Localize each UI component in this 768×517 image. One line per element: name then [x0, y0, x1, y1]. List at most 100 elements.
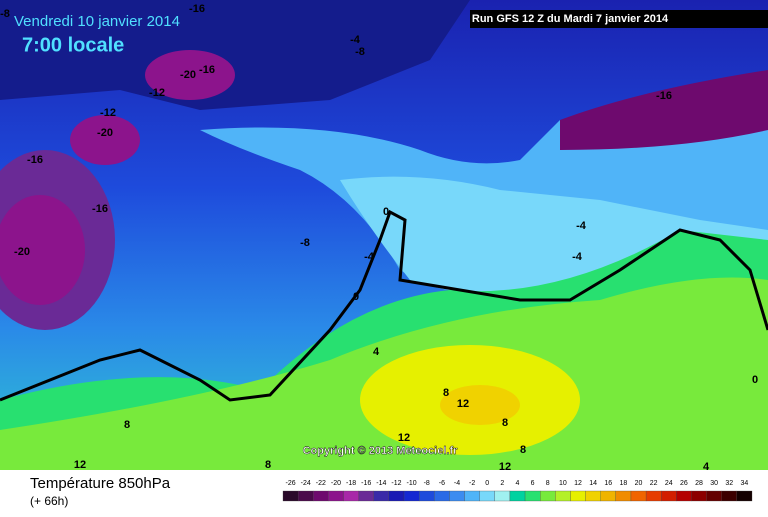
legend-label: 4: [516, 480, 520, 487]
contour-label: 0: [353, 291, 359, 303]
legend-label: 22: [650, 480, 658, 487]
contour-label: 8: [520, 444, 526, 456]
contour-label: 8: [443, 387, 449, 399]
contour-label: -8: [0, 8, 10, 20]
legend-label: 26: [680, 480, 688, 487]
legend-swatch: [282, 490, 299, 502]
contour-label: 12: [74, 459, 86, 471]
contour-label: -20: [14, 246, 30, 258]
contour-label: -16: [199, 64, 215, 76]
footer-title: Température 850hPa: [30, 475, 171, 492]
zero-isotherm: [0, 209, 768, 402]
contour-label: 4: [373, 346, 380, 358]
contour-label: 12: [398, 432, 410, 444]
contour-label: -12: [100, 107, 116, 119]
legend-swatch: [509, 490, 526, 502]
legend-label: -26: [286, 480, 296, 487]
legend-swatch: [297, 490, 314, 502]
legend-swatch: [328, 490, 344, 502]
contour-label: 8: [124, 419, 130, 431]
legend-label: 18: [620, 480, 628, 487]
contour-label: -4: [576, 220, 587, 232]
time-label: 7:00 locale: [22, 34, 124, 56]
legend-label: -12: [391, 480, 401, 487]
legend-label: 34: [741, 480, 749, 487]
legend-label: 2: [500, 480, 504, 487]
contour-label: 8: [502, 417, 508, 429]
legend-label: -10: [407, 480, 417, 487]
legend-label: 16: [604, 480, 612, 487]
cold-region: [0, 0, 470, 110]
legend-swatch: [358, 490, 374, 502]
legend-swatch: [479, 490, 495, 502]
legend-swatch: [706, 490, 722, 502]
legend-label: 8: [546, 480, 550, 487]
legend-swatch: [403, 490, 420, 502]
contour-label: -4: [364, 251, 375, 263]
copyright: Copyright © 2013 Meteociel.fr: [303, 445, 459, 457]
contour-label: 4: [703, 461, 710, 473]
contour-label: 12: [457, 398, 469, 410]
legend-label: -20: [331, 480, 341, 487]
legend-swatch: [388, 490, 405, 502]
legend-label: 30: [710, 480, 718, 487]
contour-label: -4: [572, 251, 583, 263]
contour-label: -4: [350, 34, 361, 46]
legend-swatch: [434, 490, 450, 502]
legend-swatch: [524, 490, 541, 502]
legend-swatch: [645, 490, 662, 502]
cool-region-light: [340, 176, 768, 300]
legend-label: 10: [559, 480, 567, 487]
legend-swatch: [630, 490, 647, 502]
legend-swatch: [570, 490, 586, 502]
legend-label: -18: [346, 480, 356, 487]
legend-swatch: [555, 490, 571, 502]
legend-swatch: [615, 490, 632, 502]
legend-label: -24: [301, 480, 311, 487]
contour-label: -20: [180, 69, 196, 81]
contour-label: -16: [92, 203, 108, 215]
legend-swatch: [313, 490, 329, 502]
contour-label: -20: [97, 127, 113, 139]
legend-swatch: [343, 490, 359, 502]
legend-label: 28: [695, 480, 703, 487]
legend-label: -8: [424, 480, 430, 487]
legend-swatch: [585, 490, 601, 502]
warm-core: [440, 385, 520, 425]
contour-label: -16: [27, 154, 43, 166]
legend-swatch: [691, 490, 707, 502]
legend-swatch: [721, 490, 738, 502]
legend-swatch: [449, 490, 465, 502]
contour-label: -8: [300, 237, 310, 249]
legend-swatch: [736, 490, 753, 502]
run-banner: [470, 10, 768, 28]
contour-label: 0: [752, 374, 758, 386]
legend-label: -2: [469, 480, 475, 487]
contour-label: -12: [149, 87, 165, 99]
legend-label: -22: [316, 480, 326, 487]
contour-label: 12: [499, 461, 511, 473]
legend-swatch: [419, 490, 435, 502]
run-label: Run GFS 12 Z du Mardi 7 janvier 2014: [472, 13, 669, 25]
legend-label: 0: [485, 480, 489, 487]
legend-label: 12: [574, 480, 582, 487]
legend-label: -14: [376, 480, 386, 487]
legend-swatch: [661, 490, 677, 502]
date-label: Vendredi 10 janvier 2014: [14, 13, 180, 30]
cold-core-4: [560, 70, 768, 150]
legend-swatch: [600, 490, 616, 502]
legend-label: -4: [454, 480, 460, 487]
contour-label: 0: [383, 206, 389, 218]
legend-label: -16: [361, 480, 371, 487]
legend-swatch: [494, 490, 511, 502]
legend-label: 14: [589, 480, 597, 487]
legend-label: 32: [725, 480, 733, 487]
contour-label: -16: [656, 90, 672, 102]
cold-core-inner: [0, 195, 85, 305]
footer-lead: (+ 66h): [30, 494, 68, 508]
legend-label: -6: [439, 480, 445, 487]
legend-label: 6: [531, 480, 535, 487]
contour-label: 8: [265, 459, 271, 471]
